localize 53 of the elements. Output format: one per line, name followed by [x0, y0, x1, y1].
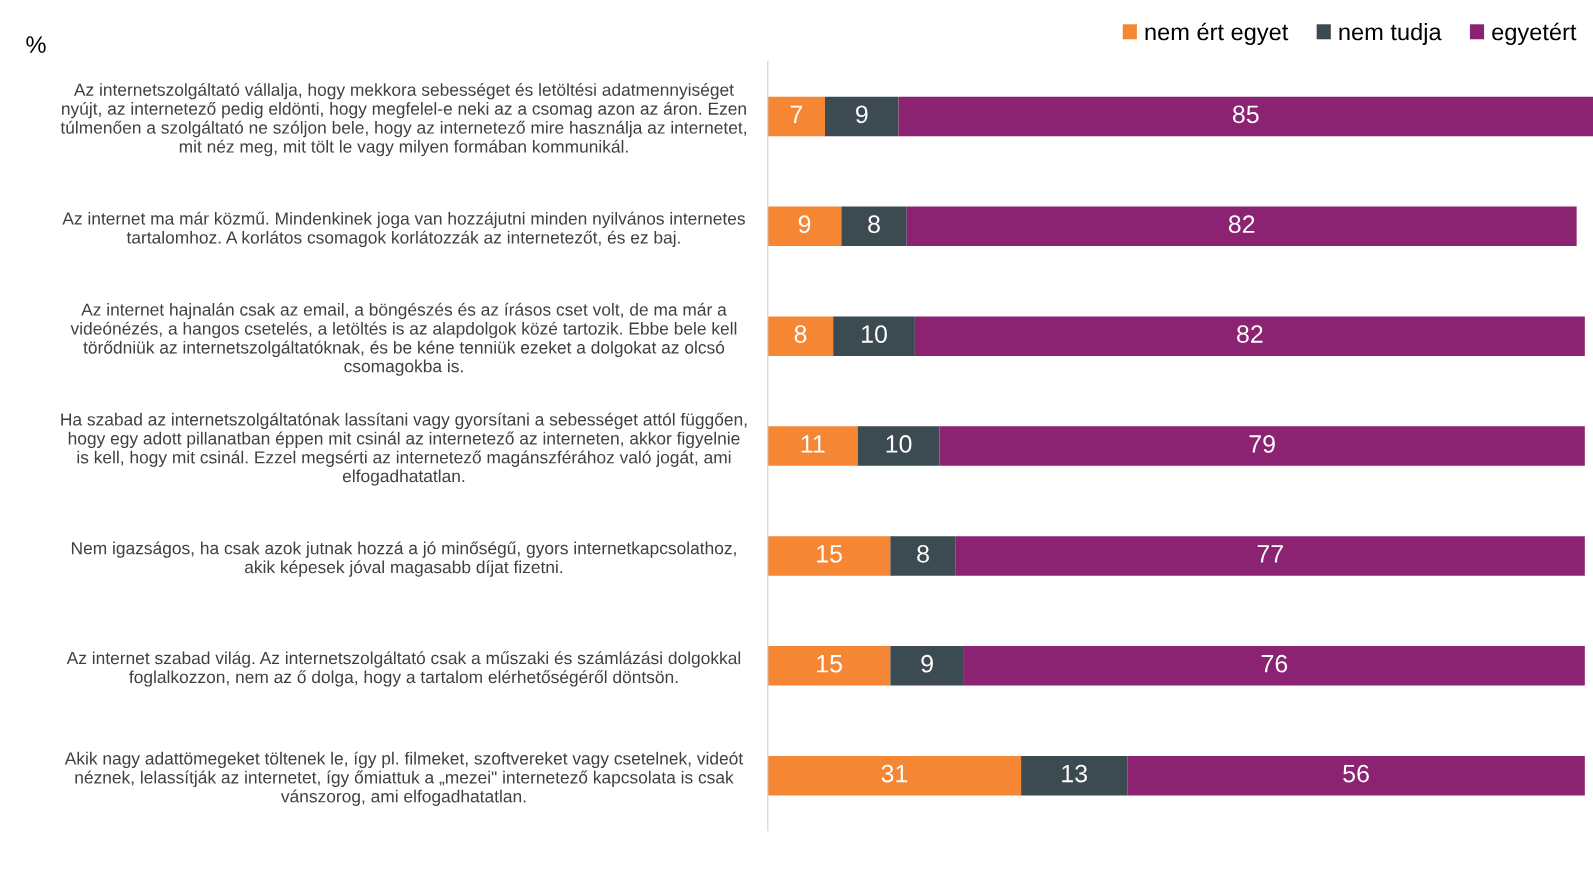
data-label: 8 [868, 215, 880, 234]
data-label: 11 [801, 435, 825, 453]
data-label: 79 [1249, 435, 1275, 453]
bar [767, 536, 891, 576]
data-label: 85 [1232, 105, 1259, 124]
data-label: 10 [886, 435, 912, 453]
y-tick-label: Az internet szabad világ. Az internetszolgáltató csak a műszaki és számlázási dolgokkal foglalkozzon, nem az ő dolga, hogy a tartalom elérhetőségéről döntsön. [66, 651, 741, 687]
data-label: 10 [862, 325, 887, 343]
bar [857, 426, 940, 466]
data-label: 76 [1261, 654, 1288, 673]
bar [1021, 755, 1128, 796]
bar [890, 646, 964, 686]
data-label: 15 [817, 545, 842, 563]
bar [841, 206, 907, 247]
bar [767, 316, 834, 356]
data-label: 8 [917, 544, 929, 563]
data-label: 31 [881, 764, 908, 783]
data-label: 15 [817, 655, 842, 673]
legend-label: nem ért egyet [1145, 22, 1289, 45]
bar [914, 316, 1585, 356]
bar [767, 206, 842, 247]
y-tick-label: Az internet hajnalán csak az email, a böngészés és az írásos cset volt, de ma már a videónézés, a hangos csetelés, a letöltés is az alapdolgok közé tartozik. Ebbe bele kell törődniük az internetszolgáltatóknak, és be kéne tenniük ezeket a dolgokat az olcsó csomagokba is. [70, 302, 737, 376]
bar [1127, 755, 1585, 796]
text: % [26, 36, 46, 53]
data-label: 7 [790, 105, 803, 123]
bar [890, 536, 956, 576]
bar [833, 316, 915, 356]
data-label: 8 [794, 325, 807, 343]
bar [825, 96, 899, 137]
y-tick-label: Akik nagy adattömegeket töltenek le, így pl. filmeket, szoftvereket vagy csetelnek, videót néznek, lelassítják az internetet, így őmiattuk a „mezei" internetező kapcsolata is csak vánszorog, ami elfogadhatatlan. [64, 751, 744, 806]
data-label: 56 [1343, 764, 1369, 783]
y-tick-label: Az internet ma már közmű. Mindenkinek joga van hozzájutni minden nyilvános internetes tartalomhoz. A korlátos csomagok korlátozzák az internetezőt, és ez baj. [62, 211, 745, 248]
data-label: 9 [856, 105, 868, 124]
bar [767, 646, 891, 686]
bar [906, 206, 1577, 247]
data-label: 77 [1257, 545, 1283, 563]
bar [963, 646, 1585, 686]
bar [955, 536, 1585, 576]
legend-label: egyetért [1492, 22, 1577, 45]
y-tick-label: Ha szabad az internetszolgáltatónak lassítani vagy gyorsítani a sebességet attól függően, hogy egy adott pillanatban éppen mit csinál az internetező az interneten, akkor figyelnie is kell, hogy mit csinál. Ezzel megsérti az internetező magánszférához való jogát, ami elfogadhatatlan. [61, 412, 747, 486]
y-tick-label: Nem igazságos, ha csak azok jutnak hozzá a jó minőségű, gyors internetkapcsolathoz, akik képesek jóval magasabb díjat fizetni. [71, 541, 736, 577]
bar [898, 96, 1593, 137]
bar [767, 96, 826, 137]
data-label: 9 [798, 215, 811, 234]
bar [767, 426, 858, 466]
y-tick-label: Az internetszolgáltató vállalja, hogy mekkora sebességet és letöltési adatmennyiséget nyújt, az internetező pedig eldönti, hogy megfelel-e neki az a csomag azon az áron. Ezen túlmenően a szolgáltató ne szóljon bele, hogy az internetező mire használja az internetet, mit néz meg, mit tölt le vagy milyen formában kommunikál. [60, 82, 746, 157]
legend-label: nem tudja [1339, 22, 1442, 45]
bar [939, 426, 1585, 466]
data-label: 13 [1062, 764, 1088, 783]
data-label: 9 [921, 654, 933, 673]
bar [767, 755, 1022, 796]
data-label: 82 [1228, 215, 1255, 234]
data-label: 82 [1237, 325, 1263, 343]
